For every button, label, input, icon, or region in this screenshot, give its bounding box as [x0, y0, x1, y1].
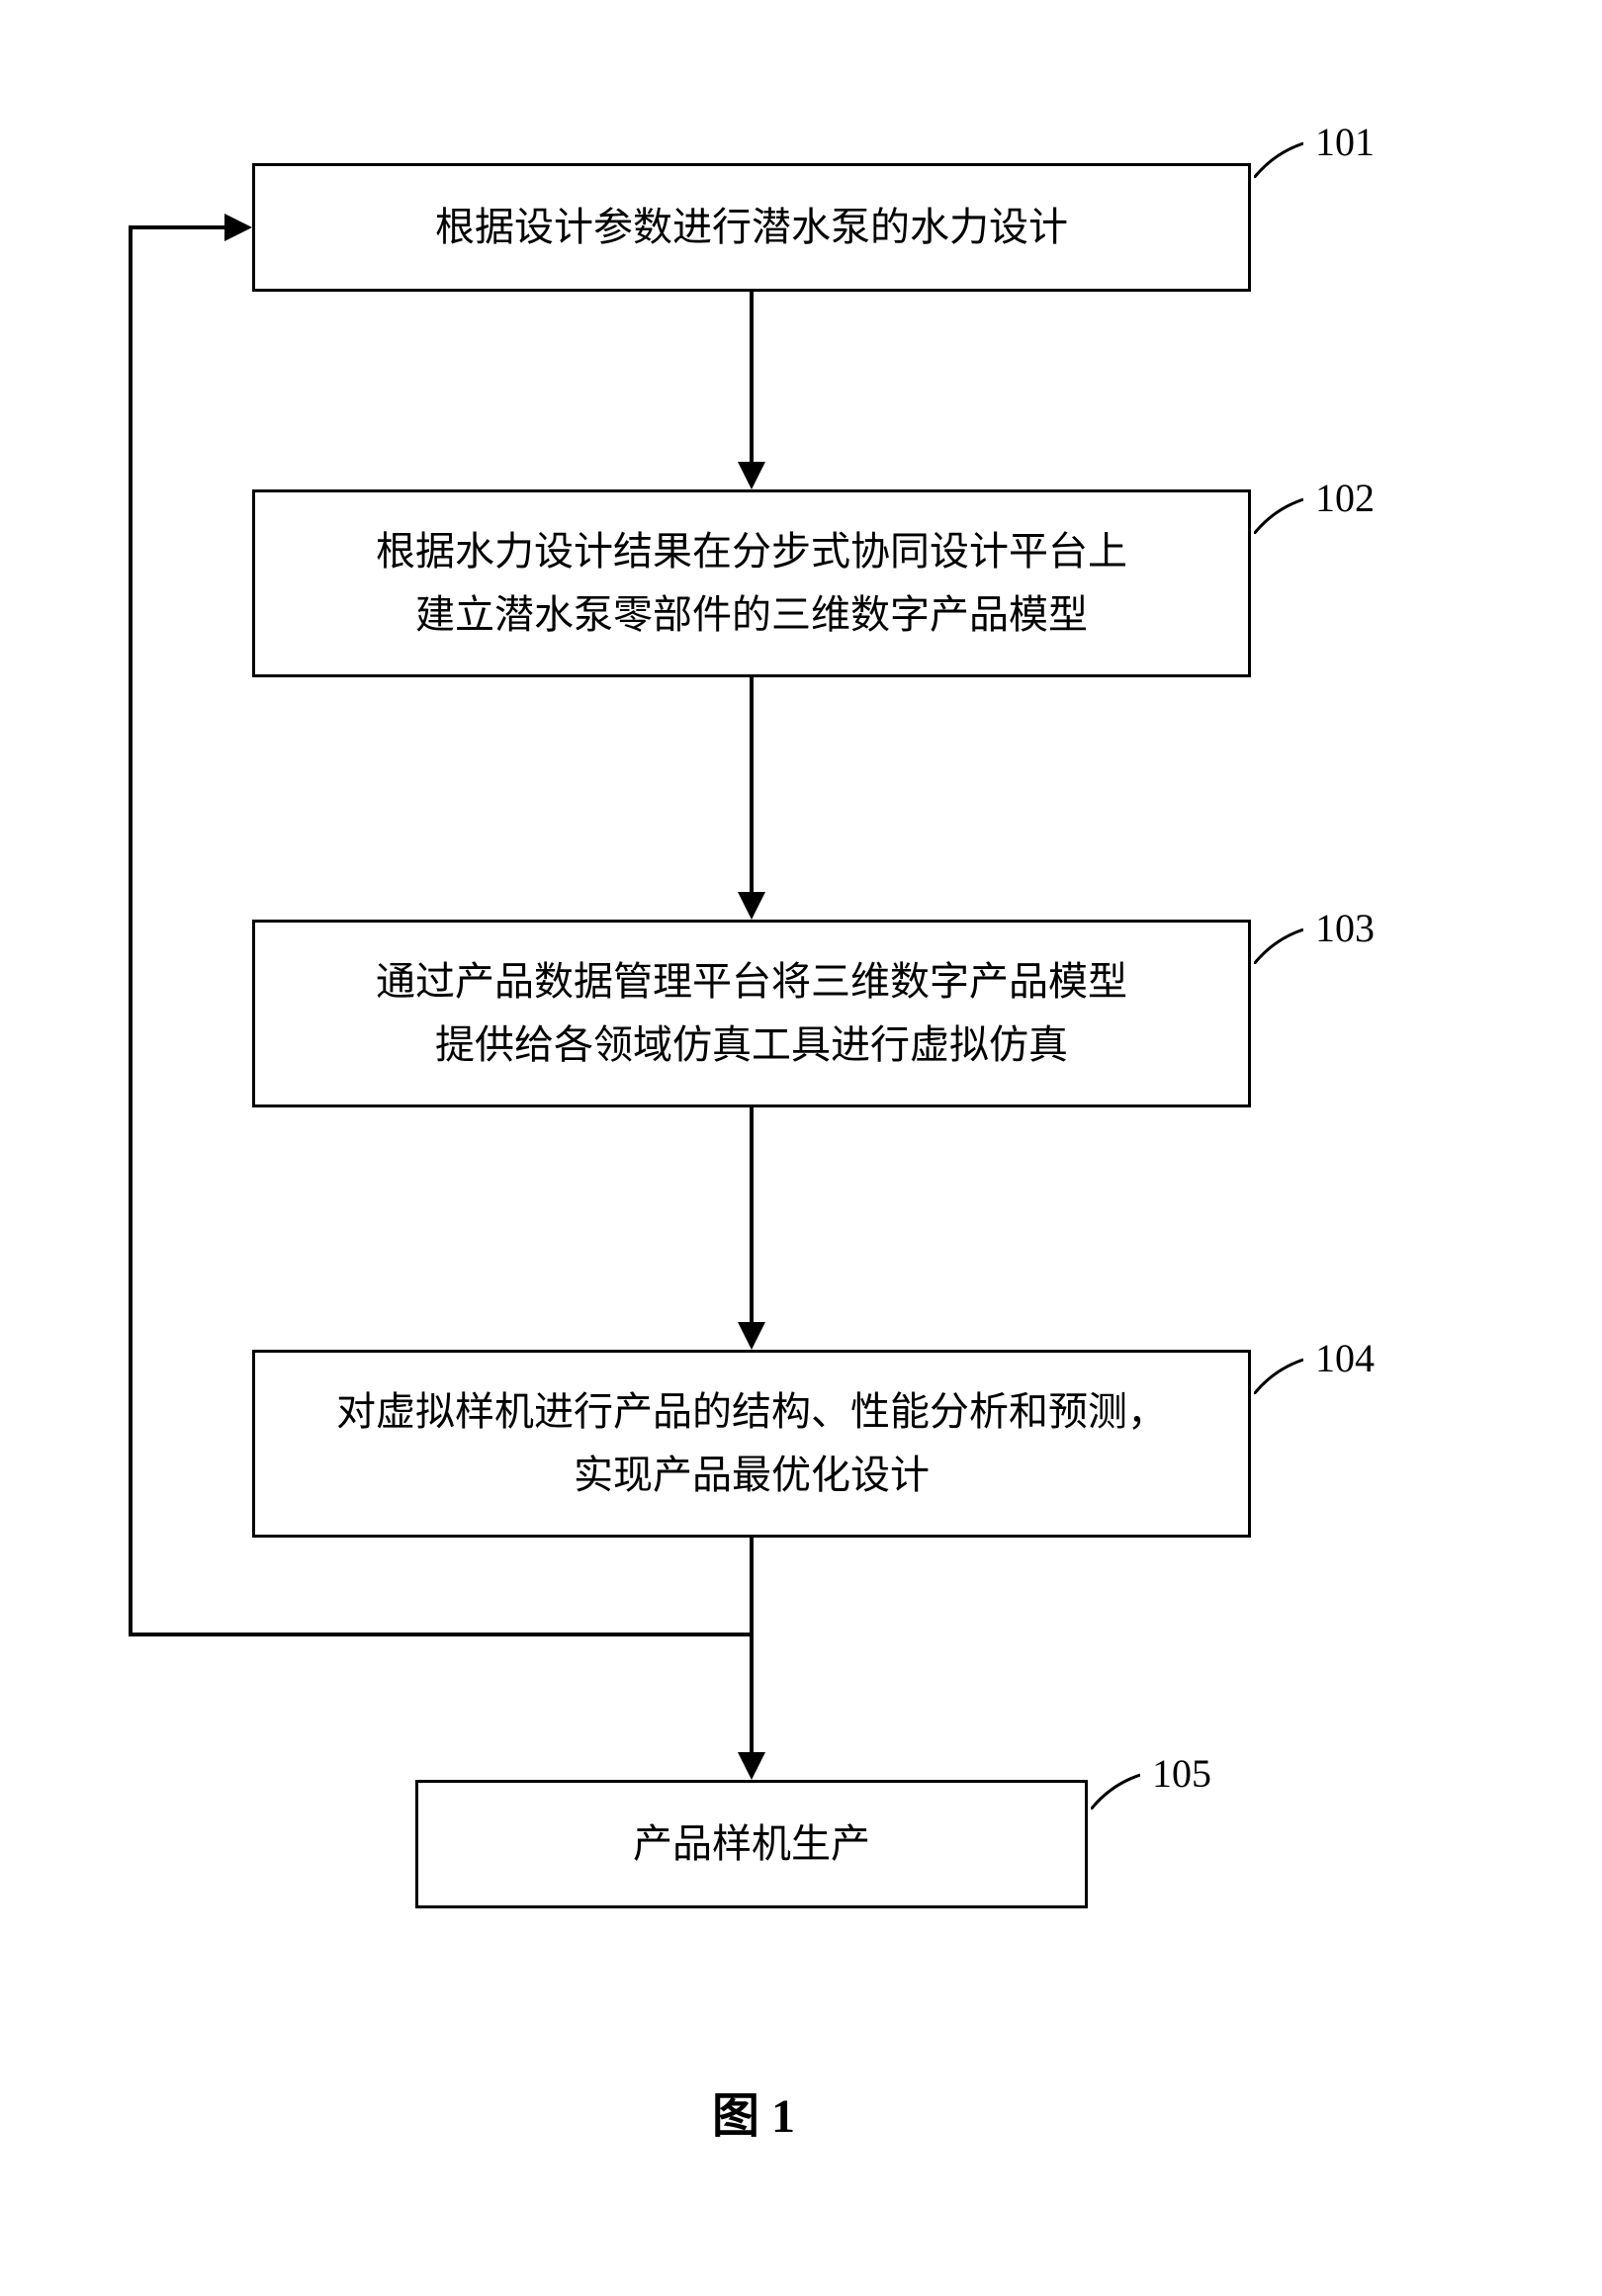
arrowhead-fork-105: [738, 1752, 765, 1780]
flow-box-104: 对虚拟样机进行产品的结构、性能分析和预测， 实现产品最优化设计: [252, 1350, 1251, 1538]
box-label-101: 101: [1315, 119, 1375, 165]
box-label-105: 105: [1152, 1750, 1211, 1797]
flow-text-101: 根据设计参数进行潜水泵的水力设计: [435, 196, 1068, 259]
box-label-102: 102: [1315, 475, 1375, 521]
arrowhead-feedback: [224, 214, 252, 241]
flow-text-102-line2: 建立潜水泵零部件的三维数字产品模型: [415, 592, 1088, 637]
arrowhead-102-103: [738, 892, 765, 920]
flowchart-container: 根据设计参数进行潜水泵的水力设计 101 根据水力设计结果在分步式协同设计平台上…: [0, 0, 1602, 2296]
arrow-101-102: [750, 292, 754, 465]
flow-text-102: 根据水力设计结果在分步式协同设计平台上 建立潜水泵零部件的三维数字产品模型: [376, 520, 1127, 647]
feedback-line-bottom: [129, 1633, 754, 1636]
flow-text-102-line1: 根据水力设计结果在分步式协同设计平台上: [376, 529, 1127, 574]
arrow-104-fork: [750, 1538, 754, 1636]
arrow-102-103: [750, 677, 754, 895]
flow-text-104: 对虚拟样机进行产品的结构、性能分析和预测， 实现产品最优化设计: [336, 1380, 1167, 1507]
box-label-103: 103: [1315, 905, 1375, 951]
label-tick-101: [1254, 138, 1303, 178]
figure-caption: 图 1: [712, 2076, 795, 2146]
arrowhead-101-102: [738, 462, 765, 489]
arrowhead-103-104: [738, 1322, 765, 1350]
flow-box-105: 产品样机生产: [415, 1780, 1088, 1908]
feedback-line-vertical: [129, 225, 133, 1636]
box-label-104: 104: [1315, 1335, 1375, 1381]
feedback-line-top: [129, 225, 227, 229]
flow-text-104-line2: 实现产品最优化设计: [574, 1453, 930, 1497]
arrow-fork-105: [750, 1633, 754, 1755]
arrow-103-104: [750, 1107, 754, 1325]
flow-text-105: 产品样机生产: [633, 1812, 870, 1876]
label-tick-103: [1254, 925, 1303, 964]
flow-text-103-line2: 提供给各领域仿真工具进行虚拟仿真: [435, 1022, 1068, 1067]
label-tick-102: [1254, 494, 1303, 534]
flow-box-103: 通过产品数据管理平台将三维数字产品模型 提供给各领域仿真工具进行虚拟仿真: [252, 920, 1251, 1107]
flow-text-103-line1: 通过产品数据管理平台将三维数字产品模型: [376, 959, 1127, 1004]
label-tick-105: [1091, 1770, 1140, 1810]
label-tick-104: [1254, 1355, 1303, 1394]
flow-box-101: 根据设计参数进行潜水泵的水力设计: [252, 163, 1251, 292]
flow-text-104-line1: 对虚拟样机进行产品的结构、性能分析和预测，: [336, 1389, 1167, 1434]
flow-text-103: 通过产品数据管理平台将三维数字产品模型 提供给各领域仿真工具进行虚拟仿真: [376, 950, 1127, 1077]
flow-box-102: 根据水力设计结果在分步式协同设计平台上 建立潜水泵零部件的三维数字产品模型: [252, 489, 1251, 677]
